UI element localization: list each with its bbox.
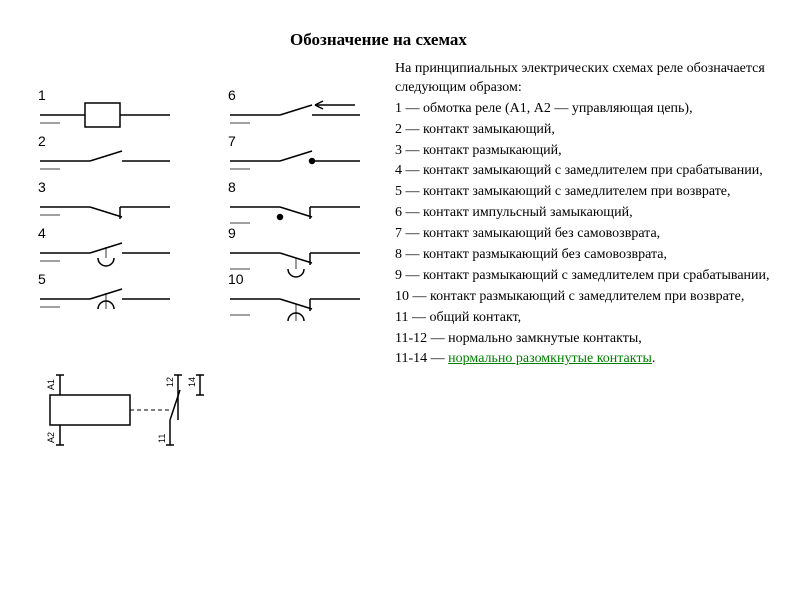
- legend-text: На принципиальных электрических схемах р…: [395, 60, 780, 371]
- svg-text:1: 1: [38, 87, 46, 103]
- svg-text:10: 10: [228, 271, 244, 287]
- legend-1: 1 — обмотка реле (А1, А2 — управляющая ц…: [395, 100, 780, 119]
- legend-1112: 11-12 — нормально замкнутые контакты,: [395, 330, 780, 349]
- legend-8: 8 — контакт размыкающий без самовозврата…: [395, 246, 780, 265]
- svg-text:6: 6: [228, 87, 236, 103]
- legend-3: 3 — контакт размыкающий,: [395, 142, 780, 161]
- svg-text:5: 5: [38, 271, 46, 287]
- legend-7: 7 — контакт замыкающий без самовозврата,: [395, 225, 780, 244]
- svg-text:3: 3: [38, 179, 46, 195]
- legend-5: 5 — контакт замыкающий с замедлителем пр…: [395, 183, 780, 202]
- legend-4: 4 — контакт замыкающий с замедлителем пр…: [395, 162, 780, 181]
- svg-text:A1: A1: [46, 379, 56, 390]
- page-title: Обозначение на схемах: [290, 30, 467, 50]
- legend-intro: На принципиальных электрических схемах р…: [395, 60, 780, 98]
- svg-text:A2: A2: [46, 432, 56, 443]
- legend-1114-prefix: 11-14 —: [395, 351, 448, 366]
- svg-text:4: 4: [38, 225, 46, 241]
- legend-9: 9 — контакт размыкающий с замедлителем п…: [395, 267, 780, 286]
- legend-1114-suffix: .: [652, 351, 656, 366]
- link-normally-open[interactable]: нормально разомкнутые контакты: [448, 351, 652, 366]
- svg-text:9: 9: [228, 225, 236, 241]
- svg-text:8: 8: [228, 179, 236, 195]
- symbol-diagram: 1 2 3 4: [30, 85, 430, 565]
- svg-text:7: 7: [228, 133, 236, 149]
- legend-1114: 11-14 — нормально разомкнутые контакты.: [395, 350, 780, 369]
- svg-text:12: 12: [165, 377, 175, 387]
- legend-11: 11 — общий контакт,: [395, 309, 780, 328]
- legend-10: 10 — контакт размыкающий с замедлителем …: [395, 288, 780, 307]
- svg-text:2: 2: [38, 133, 46, 149]
- svg-text:11: 11: [157, 434, 167, 443]
- legend-6: 6 — контакт импульсный замыкающий,: [395, 204, 780, 223]
- svg-text:14: 14: [187, 377, 197, 387]
- legend-2: 2 — контакт замыкающий,: [395, 121, 780, 140]
